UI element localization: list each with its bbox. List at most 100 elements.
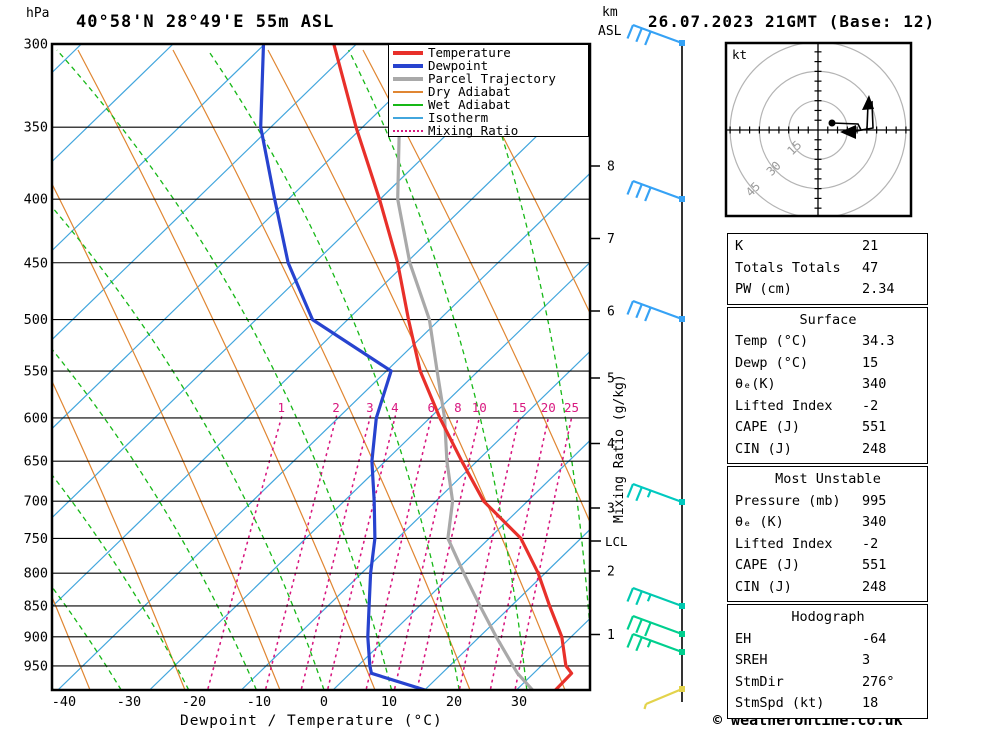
plot-border xyxy=(50,42,592,692)
legend-label: Temperature xyxy=(428,45,511,60)
panel-row-label: Totals Totals xyxy=(735,259,841,276)
panel-row-label: StmDir xyxy=(735,673,784,690)
panel-row: CAPE (J) 551 xyxy=(735,417,921,439)
km-tick-label: 4 xyxy=(607,437,615,452)
panel-row: Dewp (°C) 15 xyxy=(735,353,921,375)
legend-item-isotherm: Isotherm xyxy=(393,111,588,124)
legend-label: Dry Adiabat xyxy=(428,84,511,99)
pressure-tick-label: 600 xyxy=(24,410,48,426)
panel-row: SREH 3 xyxy=(735,650,921,672)
mixing-ratio-labels: 1 2 3 4 6 8 10 15 20 25 xyxy=(278,400,579,415)
pressure-tick-labels: 300 350 400 450 500 550 600 650 700 750 800 850 900 9… xyxy=(24,36,48,674)
legend-item-temperature: Temperature xyxy=(393,46,588,59)
panel-section-header: Most Unstable xyxy=(775,471,881,487)
legend-item-dry-adiabat: Dry Adiabat xyxy=(393,85,588,98)
panel-row-value: -2 xyxy=(862,397,879,414)
pressure-tick-label: 950 xyxy=(24,658,48,674)
panel-row-label: SREH xyxy=(735,652,768,668)
km-tick-label: 3 xyxy=(607,502,615,517)
wind-barb xyxy=(626,586,685,609)
datetime-title: 26.07.2023 21GMT (Base: 12) xyxy=(648,12,936,31)
pressure-tick-label: 550 xyxy=(24,364,48,380)
temperature-tick-label: 10 xyxy=(381,694,397,710)
legend-line-sample xyxy=(393,103,423,106)
pressure-tick-label: 500 xyxy=(24,312,48,328)
lcl-label: LCL xyxy=(605,534,628,549)
panel-row: Lifted Index -2 xyxy=(735,396,921,418)
panel-row-label: K xyxy=(735,238,744,254)
panel-row-label: EH xyxy=(735,630,752,647)
mixing-ratio-value-label: 1 xyxy=(278,400,286,415)
wind-barb xyxy=(643,686,685,710)
legend-label: Wet Adiabat xyxy=(428,97,511,112)
wind-barb xyxy=(626,614,685,637)
panel-row-label: StmSpd (kt) xyxy=(735,695,825,711)
panel-row-value: 21 xyxy=(862,238,879,254)
wind-barb xyxy=(626,179,685,202)
legend-item-parcel-trajectory: Parcel Trajectory xyxy=(393,72,588,85)
wind-barb xyxy=(626,23,685,46)
panel-row: θₑ (K) 340 xyxy=(735,512,921,534)
panel-row: PW (cm) 2.34 xyxy=(735,279,921,301)
panel-row-label: θₑ (K) xyxy=(735,514,784,530)
panel-row: StmDir 276° xyxy=(735,672,921,694)
panel-section-indices: K 21 Totals Totals 47 PW (cm) 2.34 xyxy=(727,233,928,305)
pressure-tick-label: 850 xyxy=(24,598,48,614)
pressure-tick-label: 300 xyxy=(24,36,48,52)
chart-legend: Temperature Dewpoint Parcel Trajectory Dry … xyxy=(388,44,589,137)
hodograph-arrow-icon xyxy=(840,125,856,139)
temperature-tick-label: -30 xyxy=(117,694,141,710)
panel-row-value: 551 xyxy=(862,557,887,573)
panel-row: Lifted Index -2 xyxy=(735,534,921,556)
panel-row-value: 47 xyxy=(862,259,879,276)
panel-row: CIN (J) 248 xyxy=(735,577,921,599)
mixing-ratio-axis-label: Mixing Ratio (g/kg) xyxy=(612,374,627,523)
pressure-tick-label: 650 xyxy=(24,454,48,470)
pressure-tick-label: 400 xyxy=(24,192,48,208)
panel-row-label: Lifted Index xyxy=(735,397,833,414)
page-title: 40°58'N 28°49'E 55m ASL xyxy=(76,12,335,32)
mixing-ratio-value-label: 20 xyxy=(541,400,556,415)
pressure-tick-label: 450 xyxy=(24,255,48,271)
legend-item-dewpoint: Dewpoint xyxy=(393,59,588,72)
legend-line-sample xyxy=(393,116,423,119)
asl-axis-unit: ASL xyxy=(598,24,622,39)
mixing-ratio-value-label: 25 xyxy=(564,400,579,415)
panel-row: K 21 xyxy=(735,236,921,258)
temperature-tick-labels: -40 -30 -20 -10 0 10 20 30 xyxy=(52,694,527,710)
panel-row-value: 248 xyxy=(862,440,887,457)
panel-row-value: 2.34 xyxy=(862,281,895,297)
hodograph-arrow-icon xyxy=(862,95,874,110)
legend-line-sample xyxy=(393,63,423,68)
panel-row: θₑ(K) 340 xyxy=(735,374,921,396)
hodograph-border xyxy=(724,41,913,218)
mixing-ratio-value-label: 10 xyxy=(472,400,487,415)
hodograph-start-dot xyxy=(828,119,836,127)
legend-line-sample xyxy=(393,90,423,93)
dewpoint-curve xyxy=(259,44,427,690)
temperature-tick-label: -20 xyxy=(182,694,206,710)
legend-item-mixing-ratio: Mixing Ratio xyxy=(393,124,588,137)
panel-row: EH -64 xyxy=(735,629,921,651)
km-axis-unit: km xyxy=(602,5,618,20)
panel-section-most-unstable: Most Unstable Pressure (mb) 995 θₑ (K) 340 Li… xyxy=(727,466,928,602)
panel-row-value: 340 xyxy=(862,376,887,392)
legend-line-sample xyxy=(393,76,423,81)
hodograph-unit-label: kt xyxy=(732,47,748,62)
panel-row-value: 15 xyxy=(862,354,879,371)
panel-row-value: -2 xyxy=(862,535,879,552)
panel-row-label: CAPE (J) xyxy=(735,557,801,573)
pressure-axis-unit: hPa xyxy=(26,6,50,21)
panel-row-value: 3 xyxy=(862,652,871,668)
pressure-tick-label: 900 xyxy=(24,629,48,645)
mixing-ratio-value-label: 15 xyxy=(512,400,527,415)
pressure-gridlines-group xyxy=(52,43,590,667)
panel-row-label: Pressure (mb) xyxy=(735,492,841,509)
panel-row-label: CIN (J) xyxy=(735,440,792,457)
mixing-ratio-value-label: 4 xyxy=(391,400,399,415)
x-axis-title: Dewpoint / Temperature (°C) xyxy=(180,713,443,729)
panel-section-header: Hodograph xyxy=(791,609,865,625)
panel-row: CIN (J) 248 xyxy=(735,439,921,461)
